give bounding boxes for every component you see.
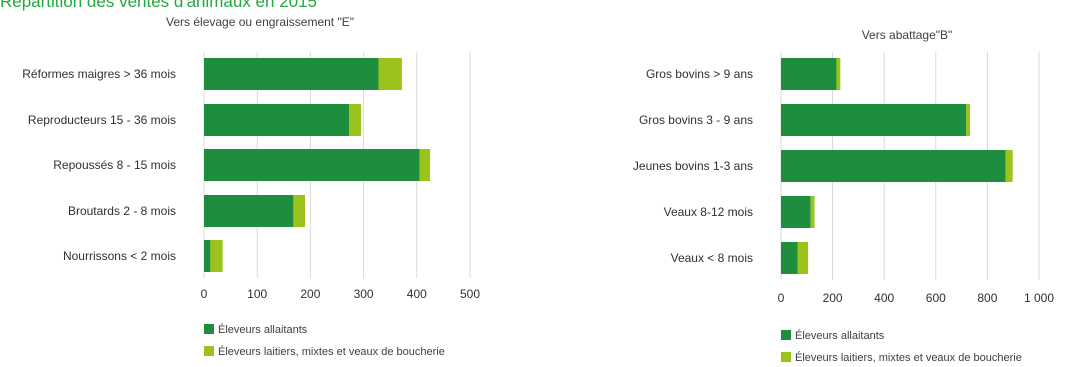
bar-allaitants (781, 196, 811, 228)
legend-label: Éleveurs laitiers, mixtes et veaux de bo… (218, 345, 445, 358)
bar-laitiers (797, 242, 809, 274)
bar-laitiers (210, 240, 223, 272)
legend-swatch (204, 324, 214, 334)
category-label: Gros bovins 3 - 9 ans (639, 113, 753, 127)
bar-allaitants (781, 58, 837, 90)
bar-allaitants (204, 104, 350, 136)
bar-laitiers (810, 196, 815, 228)
x-tick-label: 0 (201, 287, 208, 301)
x-tick-label: 200 (300, 287, 320, 301)
legend-swatch (204, 346, 214, 356)
bar-laitiers (293, 195, 306, 227)
legend-label: Éleveurs allaitants (218, 323, 308, 336)
bar-allaitants (204, 149, 420, 181)
page-title: Répartition des ventes d'animaux en 2015 (0, 0, 318, 11)
bar-laitiers (378, 58, 402, 90)
x-tick-label: 800 (977, 291, 997, 305)
category-label: Gros bovins > 9 ans (646, 67, 753, 81)
x-tick-label: 400 (874, 291, 894, 305)
legend-swatch (781, 330, 791, 340)
bar-allaitants (781, 104, 967, 136)
category-label: Réformes maigres > 36 mois (22, 67, 176, 81)
legend-swatch (781, 352, 791, 362)
x-tick-label: 200 (823, 291, 843, 305)
x-tick-label: 300 (354, 287, 374, 301)
x-tick-label: 1 000 (1024, 291, 1054, 305)
legend-label: Éleveurs laitiers, mixtes et veaux de bo… (795, 351, 1022, 364)
x-tick-label: 100 (247, 287, 267, 301)
category-label: Broutards 2 - 8 mois (68, 204, 176, 218)
bar-allaitants (204, 195, 294, 227)
bar-laitiers (966, 104, 971, 136)
bar-allaitants (204, 58, 379, 90)
bar-allaitants (204, 240, 211, 272)
chart-2-title: Vers abattage"B" (862, 28, 953, 42)
bar-laitiers (349, 104, 361, 136)
category-label: Jeunes bovins 1-3 ans (633, 159, 753, 173)
chart-1-title: Vers élevage ou engraissement "E" (166, 15, 354, 29)
legend-label: Éleveurs allaitants (795, 329, 885, 342)
category-label: Reproducteurs 15 - 36 mois (28, 113, 176, 127)
category-label: Repoussés 8 - 15 mois (53, 158, 176, 172)
x-tick-label: 600 (926, 291, 946, 305)
bar-laitiers (419, 149, 431, 181)
bar-laitiers (836, 58, 841, 90)
x-tick-label: 0 (778, 291, 785, 305)
category-label: Veaux 8-12 mois (664, 205, 753, 219)
bar-allaitants (781, 150, 1006, 182)
bar-laitiers (1005, 150, 1013, 182)
bar-allaitants (781, 242, 798, 274)
x-tick-label: 500 (460, 287, 480, 301)
category-label: Nourrissons < 2 mois (63, 249, 176, 263)
x-tick-label: 400 (407, 287, 427, 301)
category-label: Veaux < 8 mois (671, 251, 753, 265)
